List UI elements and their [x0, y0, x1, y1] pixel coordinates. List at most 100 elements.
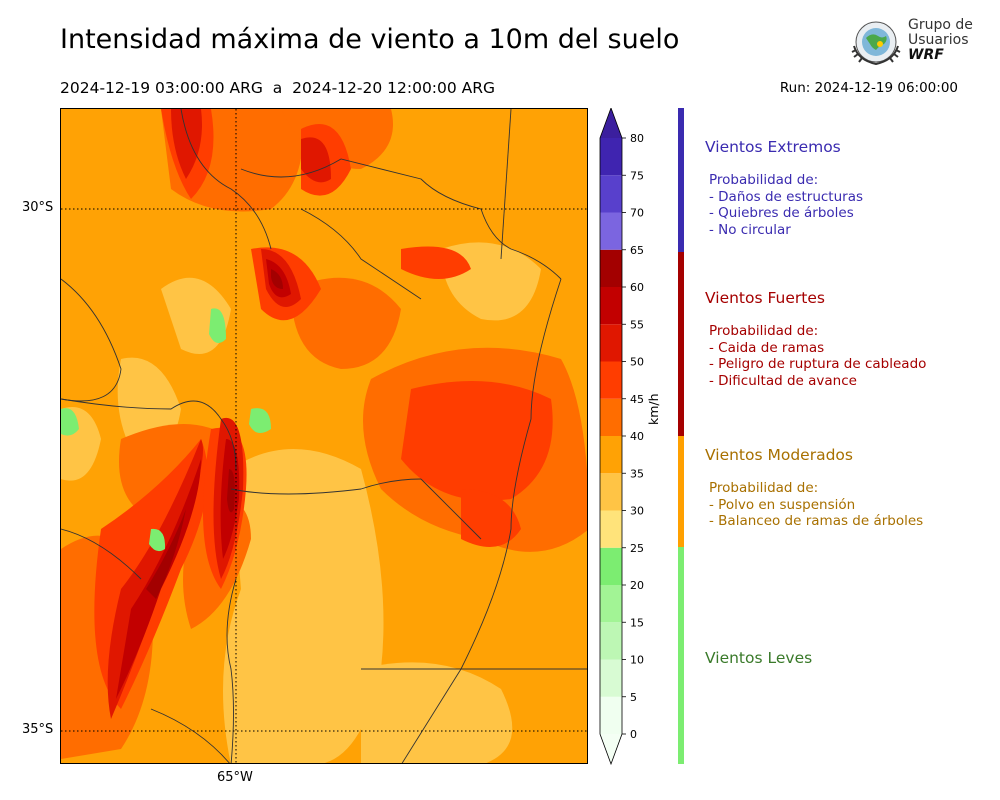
- wind-level-region: [271, 269, 283, 289]
- category-bar-fuertes: [678, 252, 684, 436]
- category-extremos-item: - Quiebres de árboles: [709, 205, 854, 221]
- wind-level-region: [301, 137, 331, 183]
- lon-label-65w: 65°W: [217, 770, 253, 785]
- colorbar-extend-low: [600, 734, 622, 764]
- lat-label-30s: 30°S: [22, 200, 54, 215]
- category-bar-extremos: [678, 108, 684, 252]
- category-fuertes-item: - Caida de ramas: [709, 339, 825, 356]
- colorbar-tick-label: 25: [630, 542, 644, 555]
- colorbar-tick-label: 80: [630, 132, 644, 145]
- category-fuertes-title: Vientos Fuertes: [705, 289, 825, 307]
- colorbar-tick-label: 50: [630, 356, 644, 369]
- globe-logo-icon: [851, 21, 901, 66]
- colorbar: 0 5 10 15 20 25 30 35 40 45 50 55 60 65 70 75 80: [599, 108, 644, 766]
- category-fuertes-desc: Probabilidad de: - Caida de ramas - Peli…: [709, 323, 926, 389]
- province-border: [401, 278, 562, 763]
- wind-level-region: [227, 469, 235, 513]
- wind-level-region: [401, 246, 471, 279]
- category-extremos-desc: Probabilidad de: - Daños de estructuras …: [709, 172, 863, 238]
- category-moderados-item: - Polvo en suspensión: [709, 496, 856, 513]
- colorbar-tick-label: 20: [630, 579, 644, 592]
- wind-level-region: [171, 109, 202, 179]
- logo-line-3: WRF: [908, 47, 944, 63]
- category-extremos-title: Vientos Extremos: [705, 138, 841, 156]
- category-leves-title: Vientos Leves: [705, 649, 813, 667]
- colorbar-segment: [600, 473, 622, 511]
- wind-level-region: [291, 277, 401, 369]
- category-extremos-item: - No circular: [709, 221, 791, 238]
- category-bar-moderados: [678, 436, 684, 547]
- colorbar-segment: [600, 510, 622, 548]
- province-border: [180, 109, 272, 250]
- colorbar-tick-label: 35: [630, 467, 644, 480]
- category-bar-leves: [678, 547, 684, 764]
- colorbar-segment: [600, 249, 622, 287]
- colorbar-segment: [600, 175, 622, 213]
- wind-level-region: [249, 408, 271, 433]
- wind-level-region: [209, 308, 226, 343]
- colorbar-extend-high: [600, 108, 622, 138]
- wind-map: [60, 108, 588, 764]
- province-border: [240, 158, 562, 280]
- wind-level-region: [401, 381, 553, 501]
- category-moderados-header: Probabilidad de:: [709, 480, 819, 496]
- run-timestamp: Run: 2024-12-19 06:00:00: [779, 80, 958, 96]
- province-border: [61, 528, 142, 580]
- logo-line-2: Usuarios: [908, 32, 969, 48]
- colorbar-segment: [600, 138, 622, 176]
- logo-line-1: Grupo de: [908, 17, 973, 33]
- colorbar-tick-label: 60: [630, 281, 644, 294]
- category-fuertes-item: - Dificultad de avance: [709, 372, 857, 389]
- province-border: [150, 708, 230, 763]
- colorbar-segment: [600, 324, 622, 362]
- colorbar-segment: [600, 212, 622, 250]
- colorbar-tick-label: 70: [630, 207, 644, 220]
- colorbar-tick-label: 45: [630, 393, 644, 406]
- category-extremos-header: Probabilidad de:: [709, 172, 819, 188]
- colorbar-tick-label: 75: [630, 169, 644, 182]
- colorbar-segment: [600, 585, 622, 623]
- colorbar-segment: [600, 659, 622, 697]
- colorbar-tick-label: 5: [630, 691, 637, 704]
- colorbar-segment: [600, 436, 622, 474]
- colorbar-segment: [600, 398, 622, 436]
- wind-level-region: [361, 662, 513, 763]
- wind-level-region: [223, 449, 384, 763]
- colorbar-segment: [600, 622, 622, 660]
- wrf-logo: Grupo de Usuarios WRF: [848, 16, 978, 72]
- colorbar-tick-label: 30: [630, 505, 644, 518]
- colorbar-segment: [600, 287, 622, 325]
- category-moderados-title: Vientos Moderados: [705, 446, 853, 464]
- province-border: [500, 109, 512, 260]
- colorbar-tick-label: 15: [630, 616, 644, 629]
- province-border: [420, 478, 482, 540]
- colorbar-tick-label: 65: [630, 244, 644, 257]
- wind-level-region: [149, 528, 166, 552]
- colorbar-tick-label: 10: [630, 654, 644, 667]
- colorbar-tick-label: 0: [630, 728, 637, 741]
- category-extremos-item: - Daños de estructuras: [709, 188, 864, 205]
- colorbar-unit-label: km/h: [646, 393, 661, 425]
- category-fuertes-item: - Peligro de ruptura de cableado: [709, 356, 927, 372]
- wind-level-region: [146, 509, 186, 599]
- province-border: [230, 478, 422, 495]
- colorbar-segment: [600, 361, 622, 399]
- province-border: [300, 208, 422, 300]
- province-border: [61, 278, 122, 402]
- category-moderados-item: - Balanceo de ramas de árboles: [709, 513, 924, 529]
- category-fuertes-header: Probabilidad de:: [709, 323, 819, 339]
- colorbar-tick-label: 40: [630, 430, 644, 443]
- province-border: [61, 398, 237, 470]
- colorbar-segment: [600, 547, 622, 585]
- wind-field-heatmap: [61, 109, 587, 763]
- lat-label-35s: 35°S: [22, 722, 54, 737]
- logo-text: Grupo de Usuarios WRF: [908, 18, 973, 63]
- forecast-period: 2024-12-19 03:00:00 ARG a 2024-12-20 12:…: [60, 79, 496, 97]
- colorbar-segment: [600, 696, 622, 734]
- wind-level-region: [61, 408, 79, 436]
- wind-level-region: [461, 489, 521, 547]
- colorbar-tick-label: 55: [630, 318, 644, 331]
- category-moderados-desc: Probabilidad de: - Polvo en suspensión -…: [709, 480, 923, 530]
- province-border: [226, 578, 237, 763]
- chart-title: Intensidad máxima de viento a 10m del su…: [60, 24, 680, 55]
